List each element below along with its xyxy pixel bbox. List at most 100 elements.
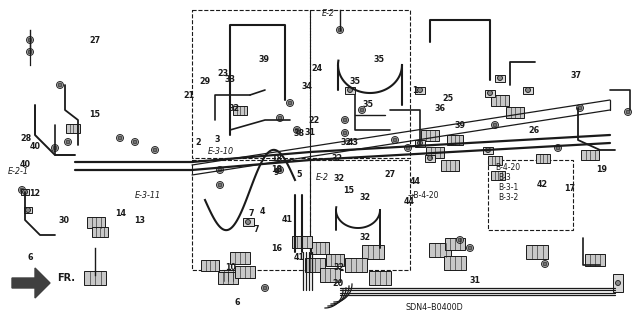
Bar: [233, 106, 247, 115]
Bar: [230, 252, 250, 264]
Bar: [362, 245, 384, 259]
Circle shape: [578, 106, 582, 110]
Circle shape: [26, 48, 33, 56]
Text: E-2-1: E-2-1: [8, 167, 29, 176]
Text: 15: 15: [89, 110, 100, 119]
Text: 19: 19: [596, 165, 607, 174]
Text: 40: 40: [29, 142, 41, 151]
Circle shape: [497, 76, 502, 80]
Bar: [536, 153, 550, 162]
Bar: [488, 160, 573, 230]
Text: 32: 32: [359, 193, 371, 202]
Text: 40: 40: [20, 160, 31, 169]
Text: 21: 21: [183, 91, 195, 100]
Text: 32: 32: [333, 174, 345, 182]
Text: FR.: FR.: [57, 273, 75, 283]
Text: 29: 29: [199, 77, 211, 86]
Text: 27: 27: [89, 36, 100, 45]
Bar: [345, 86, 355, 93]
Circle shape: [456, 236, 463, 243]
Text: 43: 43: [348, 138, 359, 147]
Text: 1: 1: [412, 86, 417, 95]
Text: B-3-2: B-3-2: [498, 194, 518, 203]
Circle shape: [541, 261, 548, 268]
Bar: [235, 266, 255, 278]
Circle shape: [492, 122, 499, 129]
Circle shape: [216, 167, 223, 174]
Circle shape: [218, 168, 222, 172]
Bar: [192, 160, 310, 270]
Bar: [311, 242, 329, 254]
Circle shape: [58, 83, 62, 87]
Bar: [305, 258, 325, 272]
Circle shape: [525, 87, 531, 93]
Circle shape: [392, 137, 399, 144]
Circle shape: [428, 155, 433, 160]
Circle shape: [56, 81, 63, 88]
Bar: [92, 227, 108, 237]
Bar: [425, 154, 435, 161]
Text: 33: 33: [225, 75, 236, 84]
Text: 32: 32: [333, 263, 345, 272]
Text: 35: 35: [373, 56, 385, 64]
Circle shape: [133, 140, 137, 144]
Circle shape: [65, 138, 72, 145]
Circle shape: [51, 145, 58, 152]
Text: 38: 38: [294, 129, 305, 138]
Bar: [415, 86, 425, 93]
Circle shape: [66, 140, 70, 144]
Bar: [369, 271, 391, 285]
Text: 9: 9: [274, 168, 279, 177]
Bar: [310, 160, 410, 270]
Bar: [326, 254, 344, 266]
Bar: [441, 160, 459, 170]
Text: 31: 31: [469, 276, 481, 285]
Text: 2: 2: [196, 138, 201, 147]
Bar: [485, 90, 495, 97]
Circle shape: [276, 115, 284, 122]
Circle shape: [343, 131, 347, 135]
Bar: [495, 75, 505, 81]
Text: 31: 31: [305, 128, 316, 137]
Text: 35: 35: [349, 77, 361, 86]
Bar: [415, 139, 425, 146]
Bar: [421, 130, 439, 140]
Bar: [523, 86, 533, 93]
Text: 16: 16: [271, 244, 282, 253]
Text: E-3-11: E-3-11: [135, 190, 161, 199]
Bar: [24, 207, 32, 213]
Bar: [310, 10, 410, 158]
Circle shape: [152, 146, 159, 153]
Bar: [218, 272, 238, 284]
Text: 37: 37: [570, 71, 582, 80]
Text: E-2: E-2: [322, 10, 335, 19]
Circle shape: [467, 244, 474, 251]
Circle shape: [342, 116, 349, 123]
Text: 34: 34: [301, 82, 313, 91]
Text: B-4-20: B-4-20: [495, 164, 520, 173]
Text: 23: 23: [217, 69, 228, 78]
Circle shape: [53, 146, 57, 150]
Circle shape: [625, 108, 632, 115]
Bar: [87, 217, 105, 227]
Text: 32: 32: [340, 138, 351, 147]
Bar: [345, 258, 367, 272]
Bar: [320, 268, 340, 282]
Circle shape: [360, 108, 364, 112]
Text: B-3: B-3: [498, 174, 511, 182]
Circle shape: [393, 138, 397, 142]
Circle shape: [554, 145, 561, 152]
Bar: [201, 259, 219, 271]
Circle shape: [543, 262, 547, 266]
Text: 17: 17: [564, 184, 575, 193]
Text: 41: 41: [281, 215, 292, 224]
Circle shape: [22, 189, 28, 195]
Circle shape: [404, 145, 412, 152]
Circle shape: [406, 146, 410, 150]
Circle shape: [338, 28, 342, 32]
Circle shape: [486, 147, 490, 152]
Bar: [447, 135, 463, 145]
Text: 5: 5: [297, 170, 302, 179]
Circle shape: [28, 38, 32, 42]
Text: 44: 44: [409, 177, 420, 186]
